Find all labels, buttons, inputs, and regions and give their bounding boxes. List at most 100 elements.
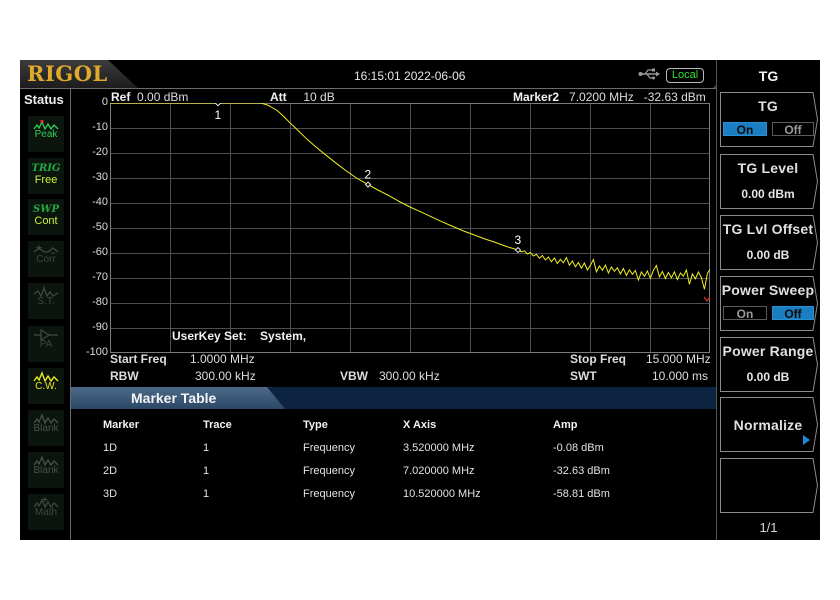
power-sweep-on-toggle[interactable]: On [723,306,767,321]
datetime: 16:15:01 2022-06-06 [354,69,466,83]
softkey-frame [720,458,818,513]
marker-2-label: 2 [365,168,372,182]
trace-end-indicator [703,296,710,302]
marker-3-icon[interactable] [514,246,522,254]
status-sweep[interactable]: SWP Cont [28,199,64,235]
status-swp-value: Cont [34,215,58,227]
softkey-tg-lvl-offset[interactable]: TG Lvl Offset 0.00 dB [720,215,818,270]
marker-table-header: Marker Table [71,387,716,409]
status-preamp[interactable]: PA [28,326,64,362]
status-peak-label: Peak [34,129,58,140]
y-tick-label: -20 [92,146,108,158]
marker-freq: 7.0200 MHz [569,90,634,104]
swt-value[interactable]: 10.000 ms [652,369,709,383]
softkey-frame [720,215,818,270]
softkey-tg-level-value: 0.00 dBm [741,187,795,201]
y-tick-label: -40 [92,196,108,208]
softkey-tg-level[interactable]: TG Level 0.00 dBm [720,154,818,209]
stop-freq-label: Stop Freq [570,352,626,366]
y-tick-label: -70 [92,271,108,283]
cell-amp: -32.63 dBm [553,465,610,477]
userkey-set: UserKey Set: System, [172,329,306,343]
stop-freq-value[interactable]: 15.000 MHz [646,352,711,366]
status-blank2-label: Blank [33,465,59,476]
ref-value: 0.00 dBm [137,90,189,104]
cell-amp: -0.08 dBm [553,442,604,454]
brand-logo: RIGOL [27,61,108,86]
rbw-label: RBW [110,369,139,383]
userkey-label: UserKey Set: [172,329,247,343]
softkey-frame [720,397,818,452]
cell-marker: 1D [103,442,118,454]
softkey-frame [720,337,818,392]
y-tick-label: -10 [92,121,108,133]
spectrum-plot[interactable]: 1 2 3 [110,103,710,353]
status-pa-label: PA [39,339,53,350]
y-tick-label: -30 [92,171,108,183]
status-trig-value: Free [34,174,58,186]
tg-on-toggle[interactable]: On [723,122,767,137]
softkey-power-sweep[interactable]: Power Sweep On Off [720,276,818,331]
status-signal-track[interactable]: S.T. [28,283,64,319]
softkey-frame [720,276,818,331]
marker-label: Marker2 [513,90,560,104]
softkey-tg-title: TG [758,98,778,114]
status-cw[interactable]: C.W. [28,368,64,404]
analyzer-screen: RIGOL 16:15:01 2022-06-06 Local Status P… [20,60,820,540]
correction-icon [33,245,59,254]
softkey-tg[interactable]: TG On Off [720,92,818,147]
marker-1-icon[interactable] [214,103,222,107]
cell-type: Frequency [303,442,355,454]
status-peak[interactable]: Peak [28,116,64,152]
softkey-normalize[interactable]: Normalize [720,397,818,452]
status-corr[interactable]: Corr [28,241,64,277]
swt-label: SWT [570,369,597,383]
softkey-power-range[interactable]: Power Range 0.00 dB [720,337,818,392]
ref-level[interactable]: Ref 0.00 dBm [111,90,188,104]
userkey-value: System, [260,329,307,343]
vbw-value[interactable]: 300.00 kHz [379,369,440,383]
marker-table-title: Marker Table [131,390,217,406]
marker-table-tab [71,387,285,409]
cell-type: Frequency [303,488,355,500]
cell-marker: 2D [103,465,118,477]
cell-marker: 3D [103,488,118,500]
active-marker-readout: Marker2 7.0200 MHz -32.63 dBm [513,90,706,104]
trace-1 [110,103,710,290]
grid [110,103,710,353]
status-swp-label: SWP [33,204,59,215]
status-title: Status [24,92,64,107]
rbw-value[interactable]: 300.00 kHz [195,369,256,383]
preamp-icon [34,329,58,341]
markers: 1 2 3 [214,103,522,254]
softkey-tg-lvl-offset-title: TG Lvl Offset [722,221,814,237]
start-freq-label: Start Freq [110,352,167,366]
status-math[interactable]: Math [28,494,64,530]
trace-wave-icon [33,413,59,425]
power-sweep-off-toggle[interactable]: Off [772,306,814,321]
tg-off-toggle[interactable]: Off [772,122,814,137]
col-trace: Trace [203,419,232,431]
softkey-power-range-title: Power Range [722,343,814,359]
cell-type: Frequency [303,465,355,477]
cell-trace: 1 [203,488,210,500]
col-x-axis: X Axis [403,419,437,431]
softkey-frame [720,154,818,209]
marker-2-icon[interactable] [364,181,372,188]
math-wave-icon [33,497,59,509]
marker-3-label: 3 [515,233,522,247]
col-type: Type [303,419,328,431]
cell-x-axis: 3.520000 MHz [403,442,475,454]
attenuation[interactable]: Att 10 dB [270,90,335,104]
softkey-empty[interactable] [720,458,818,513]
vbw-label: VBW [340,369,368,383]
status-column: Status Peak TRIG Free SWP Cont Corr [20,89,71,540]
cell-trace: 1 [203,442,210,454]
peak-wave-icon [33,119,59,131]
start-freq-value[interactable]: 1.0000 MHz [190,352,255,366]
status-trigger[interactable]: TRIG Free [28,158,64,194]
status-blank-1[interactable]: Blank [28,410,64,446]
signal-track-icon [33,286,59,298]
y-tick-label: -90 [92,321,108,333]
status-blank-2[interactable]: Blank [28,452,64,488]
